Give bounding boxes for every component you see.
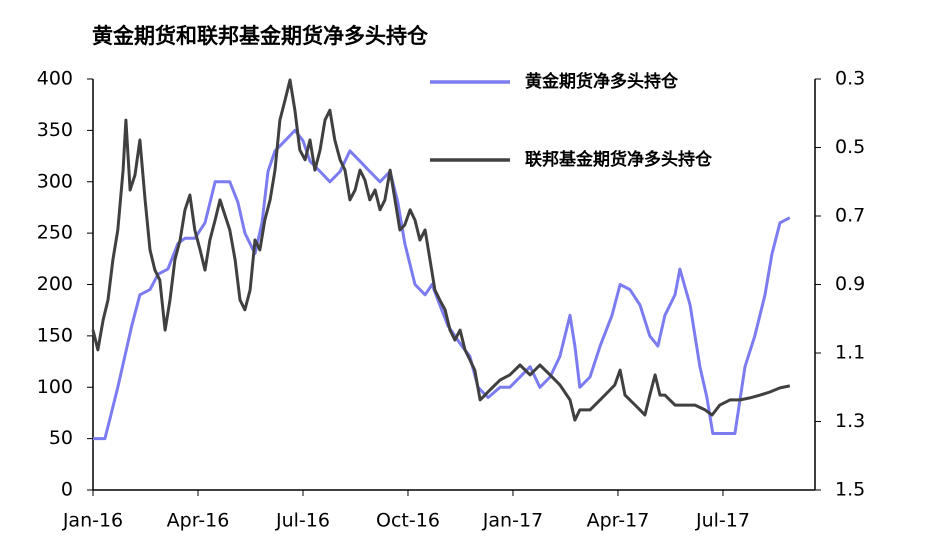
y-tick-label: 0: [61, 479, 73, 501]
legend-label: 联邦基金期货净多头持仓: [525, 149, 713, 170]
y-tick-label: 100: [37, 376, 73, 398]
legend-label: 黄金期货净多头持仓: [525, 71, 679, 92]
y-tick-label: 250: [37, 222, 73, 244]
y-tick-label: 300: [37, 170, 73, 192]
x-tick-label: Jul-16: [275, 510, 330, 532]
y2-tick-label: 0.5: [835, 136, 865, 158]
y2-tick-label: 0.3: [835, 68, 865, 90]
y-tick-label: 150: [37, 324, 73, 346]
series-line: [93, 128, 791, 441]
x-tick-label: Oct-16: [376, 510, 440, 532]
y2-tick-label: 0.9: [835, 273, 865, 295]
y-tick-label: 200: [37, 273, 73, 295]
y-tick-label: 400: [37, 68, 73, 90]
series-line: [91, 78, 791, 422]
y2-tick-label: 0.7: [835, 205, 865, 227]
y2-tick-label: 1.5: [835, 479, 865, 501]
x-tick-label: Jan-16: [62, 510, 123, 532]
x-tick-label: Jan-17: [482, 510, 543, 532]
y2-tick-label: 1.3: [835, 410, 865, 432]
y-tick-label: 350: [37, 119, 73, 141]
chart-title: 黄金期货和联邦基金期货净多头持仓: [92, 24, 429, 48]
x-tick-label: Apr-17: [587, 510, 650, 532]
y2-tick-label: 1.1: [835, 342, 865, 364]
x-tick-label: Apr-16: [167, 510, 230, 532]
y-tick-label: 50: [49, 427, 73, 449]
x-tick-label: Jul-17: [695, 510, 750, 532]
